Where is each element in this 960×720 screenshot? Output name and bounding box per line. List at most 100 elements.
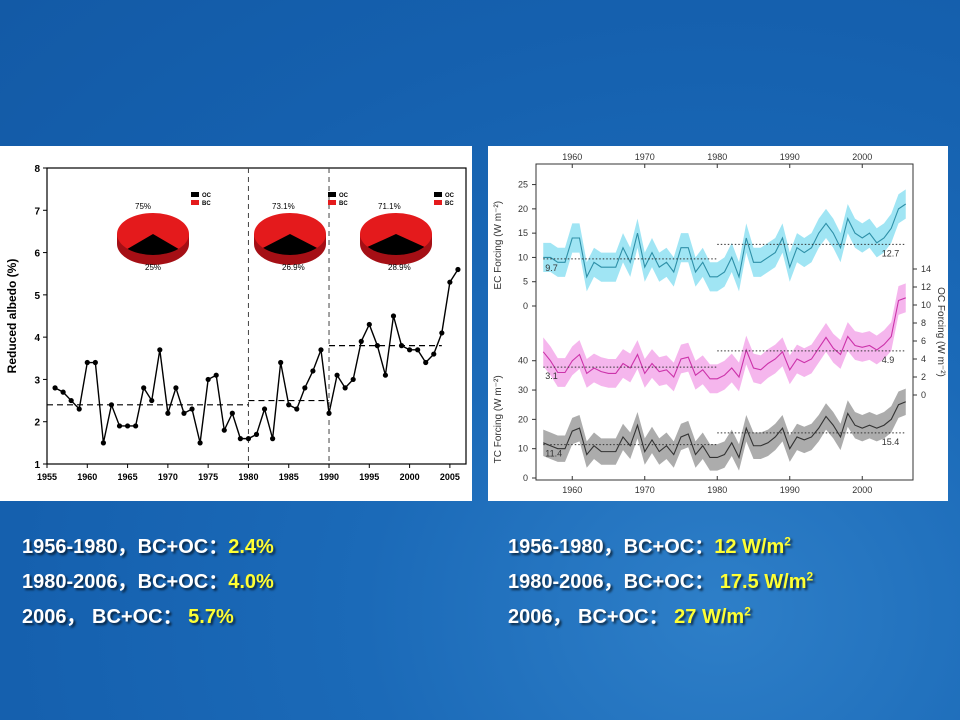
ec-y-axis-label: EC Forcing (W m⁻²) <box>493 201 504 290</box>
oc-y-tick-label: 14 <box>921 264 931 274</box>
albedo-point <box>342 385 348 391</box>
albedo-point <box>149 397 155 404</box>
tc-y-axis-label: TC Forcing (W m⁻²) <box>493 375 504 463</box>
albedo-point <box>229 410 235 416</box>
left-caption-1: 1956-1980，BC+OC：2.4% <box>22 530 274 559</box>
x-tick-label: 2000 <box>400 472 420 482</box>
y-tick-label: 2 <box>34 418 40 429</box>
bottom-x-tick-label: 1960 <box>562 485 582 495</box>
top-x-tick-label: 1980 <box>707 152 727 162</box>
x-tick-label: 2005 <box>440 472 460 482</box>
y-tick-label: 3 <box>34 375 40 386</box>
albedo-point <box>350 376 356 383</box>
pie-oc-slice <box>367 234 425 256</box>
ec-mean-label: 9.7 <box>545 263 558 273</box>
albedo-point <box>455 266 461 273</box>
albedo-point <box>52 385 58 391</box>
albedo-point <box>261 406 268 412</box>
albedo-point <box>431 351 437 357</box>
albedo-point <box>189 406 195 412</box>
albedo-point <box>447 279 453 285</box>
oc-y-tick-label: 2 <box>921 372 926 382</box>
albedo-point <box>133 423 139 429</box>
x-tick-label: 1990 <box>319 472 339 482</box>
pie-oc-label: 26.9% <box>282 263 305 272</box>
albedo-point <box>141 385 147 391</box>
oc-y-tick-label: 10 <box>921 300 931 310</box>
reduced-albedo-chart: 1 2 3 4 5 6 7 8 1955 1960 1965 1970 1975 1980 1985 1990… <box>0 146 472 501</box>
pie-oc-slice <box>127 234 179 255</box>
albedo-point <box>423 359 429 366</box>
legend-bc-swatch <box>434 200 442 205</box>
albedo-point <box>157 347 163 353</box>
albedo-point <box>358 338 364 344</box>
right-caption-3-value: 27 W/m2 <box>674 604 751 628</box>
right-caption-3-sup: 2 <box>744 604 751 619</box>
tc-y-tick-label: 10 <box>518 444 528 454</box>
x-tick-label: 1980 <box>238 472 258 482</box>
pie-chart-3: 71.1% 28.9% OC BC <box>360 192 455 272</box>
albedo-point <box>382 372 389 378</box>
right-caption-2-value: 17.5 W/m2 <box>720 569 814 593</box>
x-tick-label: 1955 <box>37 472 57 482</box>
tc-panel: 11.4 15.4 0 10 20 30 40 TC Forcing (W m⁻²) <box>493 356 906 483</box>
ec-y-tick-label: 0 <box>523 301 528 311</box>
albedo-point <box>406 347 413 353</box>
left-caption-2-prefix: 1980-2006，BC+OC： <box>22 571 229 593</box>
albedo-point <box>286 402 292 408</box>
albedo-point <box>278 359 284 366</box>
albedo-point <box>116 423 123 429</box>
albedo-point <box>237 436 243 442</box>
right-caption-2: 1980-2006，BC+OC： 17.5 W/m2 <box>508 565 813 594</box>
legend-oc-label: OC <box>445 193 455 199</box>
albedo-point <box>253 431 260 437</box>
albedo-point <box>398 343 405 349</box>
bottom-x-tick-label: 1980 <box>707 485 727 495</box>
legend-bc-swatch <box>191 200 199 205</box>
right-caption-3-number: 27 W/m <box>674 606 745 628</box>
albedo-point <box>415 347 421 353</box>
forcing-svg: 1960196019701970198019801990199020002000… <box>493 152 946 495</box>
forcing-chart: 1960 1960 1970 1970 1980 1980 1990 1990 2000 2000… <box>488 146 948 501</box>
pie-oc-label: 28.9% <box>388 263 411 272</box>
tc-y-tick-label: 0 <box>523 473 528 483</box>
ec-panel: 9.7 12.7 0 5 10 15 20 25 EC Forcing (W m⁻²) <box>493 180 907 311</box>
albedo-point <box>76 406 82 412</box>
oc-y-axis-label: OC Forcing (W m⁻²) <box>935 287 946 377</box>
albedo-point <box>374 343 380 349</box>
tc-series-line <box>543 401 906 460</box>
oc-y-tick-label: 0 <box>921 390 926 400</box>
oc-series-line <box>542 297 906 380</box>
legend-oc-swatch <box>434 192 442 197</box>
albedo-point <box>245 436 252 442</box>
pie-bc-label: 71.1% <box>378 202 401 211</box>
tc-y-tick-label: 20 <box>518 414 528 424</box>
albedo-point <box>366 321 372 328</box>
right-caption-1-sup: 2 <box>784 534 791 549</box>
pie-chart-1: 75% 25% OC BC <box>117 192 212 272</box>
right-caption-1-prefix: 1956-1980，BC+OC： <box>508 536 715 558</box>
top-x-tick-label: 1970 <box>635 152 655 162</box>
tc-y-tick-label: 30 <box>518 385 528 395</box>
albedo-point <box>205 376 211 383</box>
y-tick-label: 5 <box>34 291 40 302</box>
albedo-point <box>221 427 227 433</box>
legend-bc-swatch <box>328 200 336 205</box>
right-caption-2-sup: 2 <box>806 569 814 584</box>
x-tick-label: 1975 <box>198 472 218 482</box>
ec-y-tick-label: 25 <box>518 180 528 190</box>
albedo-point <box>334 372 340 378</box>
x-tick-label: 1970 <box>158 472 178 482</box>
legend-bc-label: BC <box>339 201 348 207</box>
albedo-point <box>84 359 90 366</box>
albedo-point <box>318 347 324 353</box>
ec-y-tick-label: 15 <box>518 228 528 238</box>
top-x-tick-label: 2000 <box>852 152 872 162</box>
bottom-x-tick-label: 1970 <box>635 485 655 495</box>
left-caption-3: 2006， BC+OC： 5.7% <box>22 600 234 629</box>
albedo-point <box>213 372 219 378</box>
pie-bc-label: 75% <box>135 202 151 211</box>
tc-mean-label: 11.4 <box>545 449 562 459</box>
left-caption-2: 1980-2006，BC+OC：4.0% <box>22 565 274 594</box>
albedo-point <box>310 368 316 374</box>
